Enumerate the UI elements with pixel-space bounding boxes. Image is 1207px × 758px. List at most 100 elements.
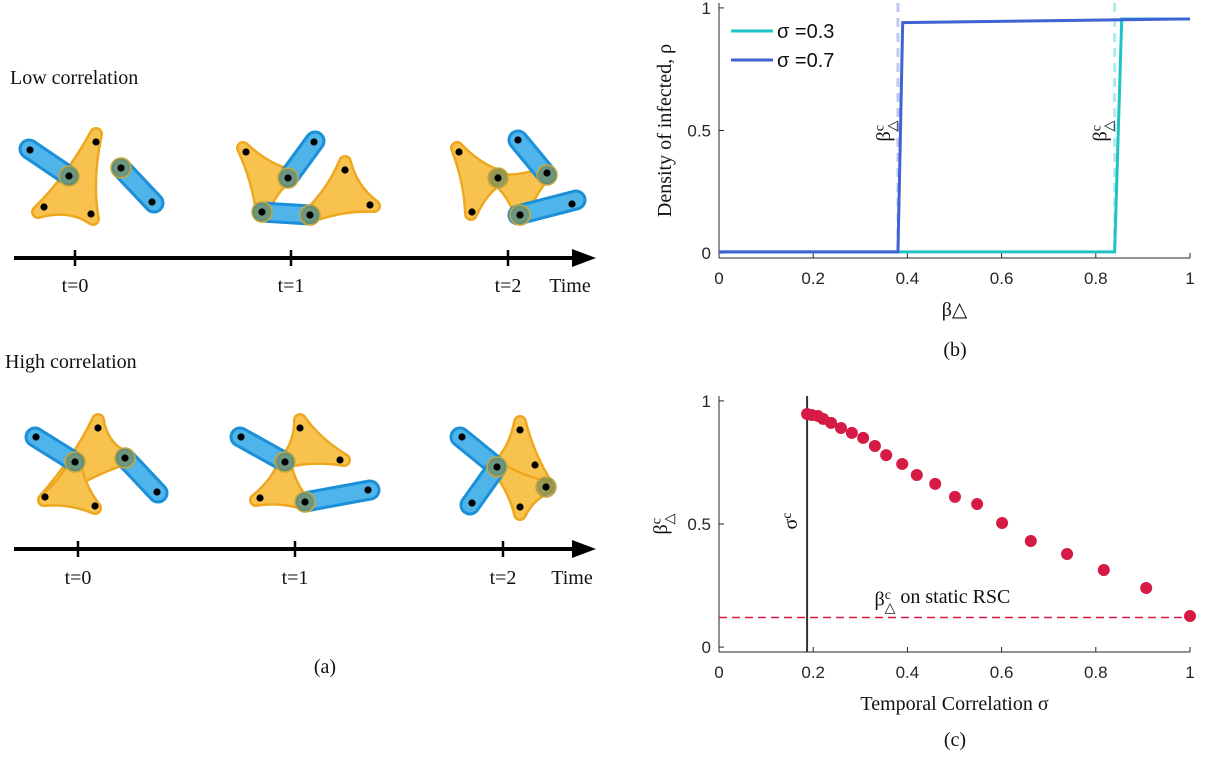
node: [40, 203, 48, 211]
node: [65, 172, 73, 180]
x-tick-label: 0.8: [1084, 663, 1108, 682]
arrow-head: [572, 540, 596, 558]
point: [996, 517, 1009, 530]
y-tick-label: 1: [702, 0, 711, 18]
superscript: c: [650, 518, 665, 524]
node: [306, 211, 314, 219]
node: [516, 426, 524, 434]
point: [896, 457, 909, 470]
node: [364, 486, 372, 494]
edge: [297, 482, 378, 510]
point: [857, 431, 870, 444]
series-line: [719, 17, 1191, 254]
node: [458, 433, 466, 441]
point: [1184, 610, 1196, 623]
node: [568, 200, 576, 208]
hyperedge: [493, 167, 552, 223]
symbol: β: [873, 131, 895, 141]
node: [341, 166, 349, 174]
node: [284, 174, 292, 182]
y-axis-label: Density of infected, ρ: [654, 44, 676, 217]
y-tick-label: 0.5: [687, 515, 711, 534]
node: [531, 461, 539, 469]
time-label: t=2: [490, 567, 517, 589]
x-tick-label: 0.6: [990, 269, 1014, 288]
node: [26, 146, 34, 154]
node: [121, 454, 129, 462]
node: [542, 483, 550, 491]
node: [71, 458, 79, 466]
point: [1097, 564, 1110, 577]
math-label: σc: [780, 513, 802, 530]
point: [868, 439, 881, 452]
node: [281, 458, 289, 466]
time-label: t=0: [65, 567, 92, 589]
hyperedge: [492, 462, 553, 519]
superscript: c: [885, 588, 891, 603]
x-tick-label: 0.4: [896, 269, 920, 288]
x-tick-label: 0.2: [801, 269, 825, 288]
node: [87, 210, 95, 218]
point: [1140, 582, 1153, 594]
caption: (a): [314, 656, 336, 678]
node: [493, 463, 501, 471]
point: [929, 477, 942, 490]
y-tick-label: 1: [702, 392, 711, 411]
node: [256, 494, 264, 502]
point: [910, 469, 923, 482]
time-label: t=2: [495, 275, 522, 297]
x-tick-label: 1: [1185, 269, 1194, 288]
node: [543, 169, 551, 177]
x-axis-label: Temporal Correlation σ: [860, 693, 1048, 715]
node: [516, 503, 524, 511]
x-tick-label: 0.8: [1084, 269, 1108, 288]
time-label: t=0: [62, 275, 89, 297]
point: [880, 449, 893, 462]
hyperedge: [238, 143, 295, 219]
y-tick-label: 0: [702, 244, 711, 263]
point: [1024, 534, 1037, 547]
x-tick-label: 0.6: [990, 663, 1014, 682]
node: [242, 148, 250, 156]
hyperedge: [301, 157, 379, 223]
y-tick-label: 0.5: [687, 122, 711, 141]
hyperedge: [39, 457, 100, 513]
y-tick-label: 0: [702, 638, 711, 657]
symbol: β: [1090, 131, 1112, 141]
node: [117, 164, 125, 172]
node: [514, 136, 522, 144]
subscript: △: [662, 513, 677, 524]
node: [94, 424, 102, 432]
symbol: β: [650, 524, 672, 534]
x-tick-label: 1: [1185, 663, 1194, 682]
point: [845, 426, 858, 439]
point: [948, 490, 961, 503]
hyperedge: [452, 143, 507, 219]
row-title: High correlation: [5, 351, 137, 373]
node: [516, 211, 524, 219]
subscript: △: [885, 120, 900, 131]
math-label: βc △ on static RSC: [875, 586, 1011, 616]
x-tick-label: 0: [714, 269, 723, 288]
superscript: c: [873, 125, 888, 131]
point: [1061, 548, 1074, 561]
node: [494, 174, 502, 182]
node: [366, 201, 374, 209]
time-ticks: [73, 250, 510, 557]
node: [91, 502, 99, 510]
node: [153, 488, 161, 496]
axis-label: Time: [551, 567, 593, 589]
legend-label: σ =0.3: [777, 21, 834, 43]
superscript: c: [1089, 125, 1104, 131]
symbol: σ: [780, 519, 802, 530]
node: [148, 198, 156, 206]
node: [41, 493, 49, 501]
diagram: Low correlation High correlation (a) t=0…: [5, 67, 596, 678]
math-label: βc△: [1089, 120, 1117, 141]
node: [468, 499, 476, 507]
node: [468, 208, 476, 216]
superscript: c: [780, 513, 795, 519]
hyperedge: [251, 457, 310, 509]
subscript: △: [885, 601, 896, 616]
